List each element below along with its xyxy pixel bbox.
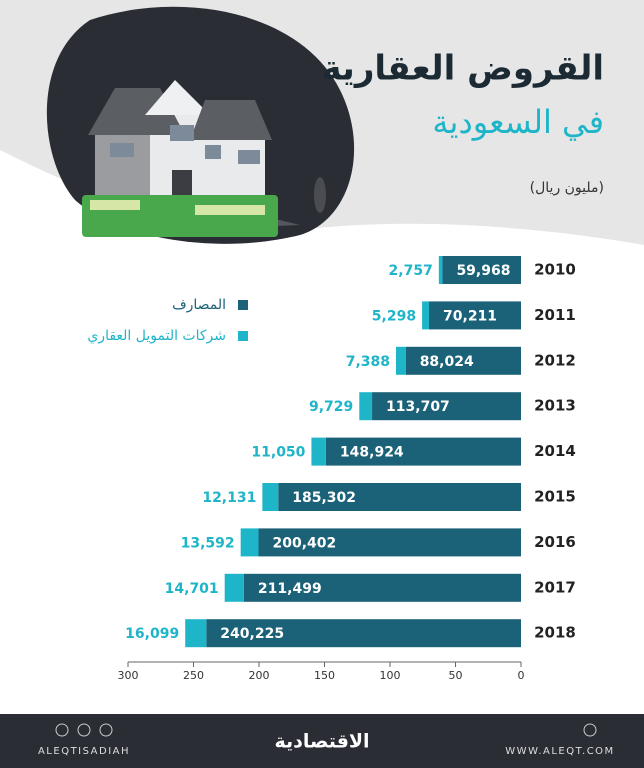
value-label: 2,757 bbox=[389, 263, 433, 279]
footer-handle: ALEQTISADIAH bbox=[38, 746, 130, 757]
legend-label: المصارف bbox=[172, 297, 226, 313]
footer-logo: الاقتصادية bbox=[274, 731, 369, 753]
bar-segment bbox=[311, 437, 326, 466]
bar-segment bbox=[396, 346, 406, 375]
year-label: 2011 bbox=[534, 306, 576, 324]
value-label: 70,211 bbox=[443, 308, 497, 324]
bar-segment bbox=[429, 301, 521, 330]
x-tick-label: 300 bbox=[118, 669, 139, 682]
bar-segment bbox=[442, 256, 521, 284]
x-tick-label: 250 bbox=[183, 669, 204, 682]
footer-website: WWW.ALEQT.COM bbox=[505, 746, 614, 757]
bar-segment bbox=[372, 392, 521, 421]
value-label: 185,302 bbox=[292, 490, 356, 506]
year-label: 2017 bbox=[534, 578, 576, 596]
bar-segment bbox=[359, 392, 373, 421]
bar-segment bbox=[405, 346, 521, 375]
bar-segment bbox=[240, 528, 259, 557]
value-label: 9,729 bbox=[309, 399, 353, 415]
value-label: 12,131 bbox=[202, 490, 256, 506]
unit: (مليون ريال) bbox=[530, 180, 604, 196]
x-tick-label: 0 bbox=[518, 669, 525, 682]
bar-segment bbox=[278, 483, 521, 511]
value-label: 16,099 bbox=[125, 626, 179, 642]
value-label: 240,225 bbox=[220, 626, 284, 642]
year-label: 2014 bbox=[534, 442, 576, 460]
year-label: 2012 bbox=[534, 351, 576, 369]
x-tick-label: 150 bbox=[314, 669, 335, 682]
value-label: 14,701 bbox=[165, 581, 219, 597]
legend-swatch bbox=[238, 300, 248, 310]
value-label: 113,707 bbox=[386, 399, 450, 415]
footer-bar bbox=[0, 714, 644, 768]
title: القروض العقارية bbox=[321, 49, 604, 89]
bar-segment bbox=[224, 573, 244, 602]
bar-segment bbox=[258, 528, 521, 557]
bar-segment bbox=[206, 619, 522, 648]
year-label: 2018 bbox=[534, 624, 576, 642]
bar-segment bbox=[438, 256, 443, 284]
legend-swatch bbox=[238, 331, 248, 341]
value-label: 13,592 bbox=[181, 535, 235, 551]
bar-segment bbox=[262, 483, 279, 511]
subtitle: في السعودية bbox=[432, 103, 604, 141]
house-illustration bbox=[82, 80, 326, 237]
year-label: 2015 bbox=[534, 488, 576, 506]
bar-segment bbox=[422, 301, 430, 330]
value-label: 148,924 bbox=[340, 445, 404, 461]
bar-segment bbox=[325, 437, 521, 466]
value-label: 11,050 bbox=[251, 445, 305, 461]
social-icons bbox=[55, 723, 597, 737]
bar-segment bbox=[243, 573, 521, 602]
x-tick-label: 50 bbox=[449, 669, 463, 682]
year-label: 2013 bbox=[534, 397, 576, 415]
year-label: 2010 bbox=[534, 261, 576, 279]
legend-label: شركات التمويل العقاري bbox=[87, 328, 226, 344]
value-label: 211,499 bbox=[258, 581, 322, 597]
value-label: 59,968 bbox=[456, 263, 510, 279]
value-label: 88,024 bbox=[420, 354, 474, 370]
bar-segment bbox=[185, 619, 207, 648]
value-label: 7,388 bbox=[346, 354, 390, 370]
value-label: 200,402 bbox=[272, 535, 336, 551]
year-label: 2016 bbox=[534, 533, 576, 551]
x-tick-label: 100 bbox=[380, 669, 401, 682]
x-tick-label: 200 bbox=[249, 669, 270, 682]
value-label: 5,298 bbox=[372, 308, 416, 324]
